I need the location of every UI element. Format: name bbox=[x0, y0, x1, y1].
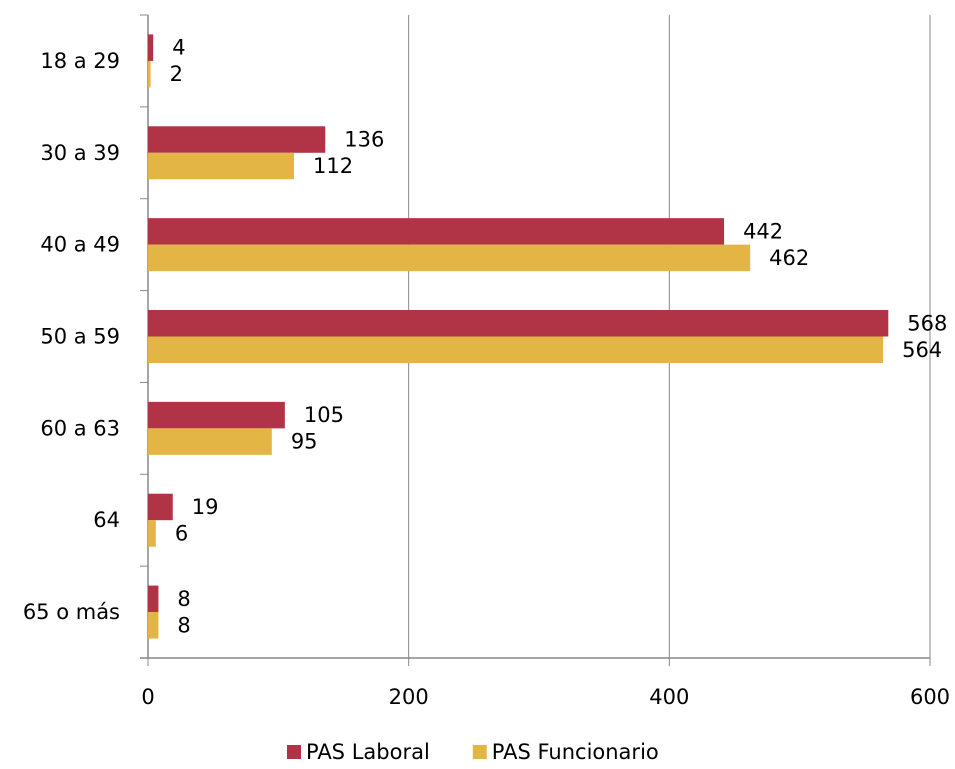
value-label: 6 bbox=[175, 521, 188, 545]
value-label: 4 bbox=[172, 36, 185, 60]
value-label: 19 bbox=[192, 495, 219, 519]
y-tick-label: 64 bbox=[93, 508, 120, 532]
bar bbox=[148, 152, 294, 180]
bar bbox=[148, 401, 285, 429]
legend-swatch bbox=[287, 745, 301, 759]
value-label: 105 bbox=[304, 403, 344, 427]
bar bbox=[148, 428, 272, 455]
legend-label: PAS Funcionario bbox=[492, 740, 659, 764]
x-tick-label: 400 bbox=[649, 685, 689, 709]
x-tick-label: 200 bbox=[389, 685, 429, 709]
value-label: 568 bbox=[907, 311, 947, 335]
y-tick-label: 18 a 29 bbox=[40, 49, 120, 73]
value-label: 564 bbox=[902, 338, 942, 362]
bar bbox=[148, 585, 159, 613]
x-tick-label: 0 bbox=[141, 685, 154, 709]
value-label: 442 bbox=[743, 219, 783, 243]
y-tick-label: 65 o más bbox=[23, 600, 120, 624]
bar bbox=[148, 612, 159, 639]
value-label: 462 bbox=[769, 246, 809, 270]
y-tick-label: 30 a 39 bbox=[40, 141, 120, 165]
x-tick-label: 600 bbox=[910, 685, 950, 709]
bar bbox=[148, 493, 173, 521]
bar bbox=[148, 60, 151, 88]
bar bbox=[148, 34, 154, 61]
value-label: 8 bbox=[177, 587, 190, 611]
value-label: 136 bbox=[344, 128, 384, 152]
y-tick-label: 60 a 63 bbox=[40, 416, 120, 440]
bar bbox=[148, 244, 751, 272]
value-label: 8 bbox=[177, 613, 190, 637]
legend-label: PAS Laboral bbox=[306, 740, 430, 764]
bar bbox=[148, 126, 326, 153]
y-tick-label: 40 a 49 bbox=[40, 233, 120, 257]
legend-swatch bbox=[472, 745, 487, 759]
bar bbox=[148, 218, 725, 245]
value-label: 112 bbox=[313, 154, 353, 178]
value-label: 95 bbox=[291, 430, 318, 454]
bar bbox=[148, 520, 156, 547]
value-label: 2 bbox=[170, 62, 183, 86]
bar bbox=[148, 336, 884, 363]
y-tick-label: 50 a 59 bbox=[40, 325, 120, 349]
bar bbox=[148, 310, 889, 337]
